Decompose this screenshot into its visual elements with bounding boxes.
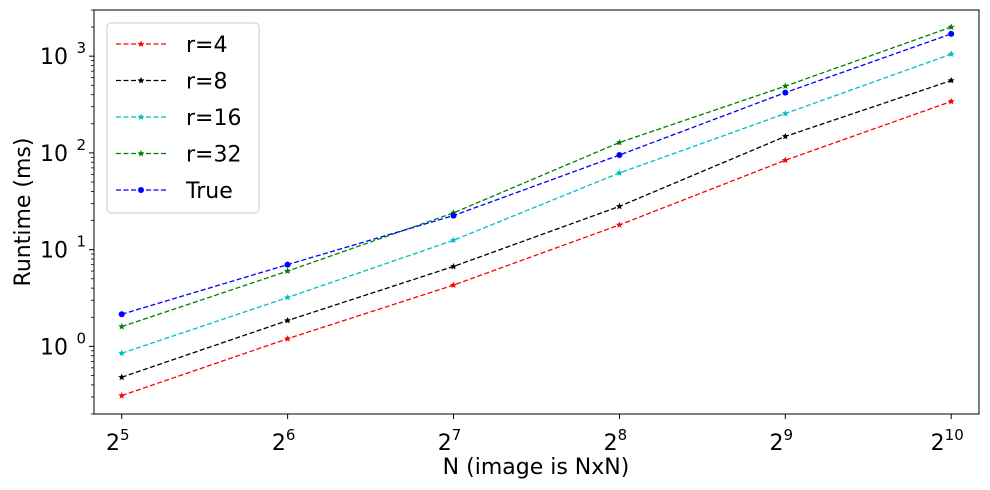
data-point — [782, 89, 789, 96]
data-point — [781, 82, 789, 90]
y-tick-label: 10 — [40, 45, 68, 70]
data-point — [118, 373, 126, 381]
series-layer — [118, 23, 955, 399]
data-point — [284, 261, 291, 268]
series-line — [121, 53, 952, 354]
data-point — [118, 323, 126, 330]
data-point — [118, 311, 125, 318]
data-point — [947, 23, 955, 30]
data-point — [450, 281, 457, 289]
x-tick-label: 210 — [931, 426, 964, 456]
legend-item: r=16 — [116, 106, 241, 131]
data-point — [947, 76, 955, 84]
y-tick-label: 10 — [40, 335, 68, 360]
x-axis-label: N (image is NxN) — [443, 455, 630, 480]
data-point — [616, 169, 623, 176]
data-point — [616, 202, 623, 210]
data-point — [781, 156, 789, 164]
legend-item: True — [116, 179, 233, 204]
x-tick-label: 27 — [438, 426, 462, 456]
series-true — [118, 30, 955, 318]
data-point — [781, 109, 789, 117]
series-line — [121, 33, 952, 315]
x-tick-label: 28 — [604, 426, 628, 456]
legend-label: r=16 — [186, 106, 241, 131]
y-tick-exponent: 0 — [76, 329, 86, 347]
y-tick-exponent: 2 — [76, 136, 86, 154]
y-axis-label: Runtime (ms) — [11, 138, 36, 287]
legend-box — [106, 22, 260, 214]
data-point — [118, 391, 126, 399]
data-point — [284, 316, 292, 324]
legend-label: r=4 — [186, 33, 227, 58]
x-tick-label: 25 — [106, 426, 130, 456]
data-point — [284, 335, 292, 342]
legend-item: r=32 — [116, 143, 241, 168]
data-point — [450, 212, 457, 219]
y-tick-label: 10 — [40, 239, 68, 264]
legend-marker — [138, 187, 144, 193]
y-tick-label: 10 — [40, 142, 68, 167]
y-tick-exponent: 3 — [76, 39, 86, 57]
legend-item: r=4 — [116, 33, 227, 58]
legend-label: r=8 — [186, 70, 227, 95]
legend: r=4 r=8 r=16 r=32 True — [106, 22, 260, 214]
data-point — [616, 138, 623, 146]
series-r-8 — [118, 76, 955, 381]
data-point — [947, 50, 955, 58]
data-point — [948, 30, 955, 37]
data-point — [284, 293, 292, 301]
series-r-16 — [118, 50, 955, 357]
data-point — [450, 262, 457, 270]
legend-marker — [137, 76, 145, 84]
legend-marker — [137, 149, 145, 157]
y-tick-exponent: 1 — [76, 233, 86, 251]
data-point — [284, 267, 292, 275]
series-line — [121, 26, 952, 328]
data-point — [781, 132, 789, 140]
series-line — [121, 100, 952, 397]
series-r-32 — [118, 23, 955, 330]
legend-label: True — [185, 179, 233, 204]
data-point — [616, 221, 623, 228]
data-point — [118, 349, 126, 357]
y-axis-ticks: 10 0 10 1 10 2 10 3 — [40, 9, 94, 415]
data-point — [450, 236, 457, 244]
legend-marker — [137, 40, 145, 47]
data-point — [947, 97, 955, 105]
legend-marker — [137, 113, 145, 120]
series-r-4 — [118, 97, 955, 399]
series-line — [121, 79, 952, 378]
x-axis-ticks: 25 26 27 28 29 210 — [106, 414, 964, 456]
x-tick-label: 26 — [272, 426, 296, 456]
legend-label: r=32 — [186, 143, 241, 168]
legend-item: r=8 — [116, 70, 227, 95]
x-tick-label: 29 — [770, 426, 794, 456]
data-point — [616, 152, 623, 159]
